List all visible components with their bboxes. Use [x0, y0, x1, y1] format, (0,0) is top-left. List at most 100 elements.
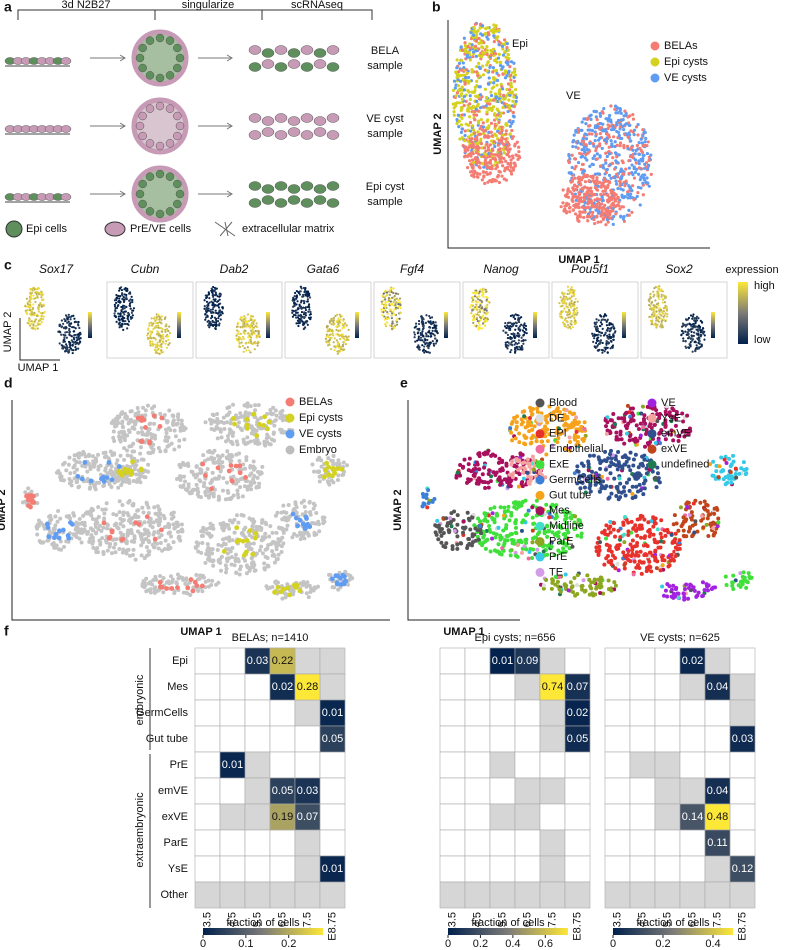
point: [253, 332, 256, 335]
point: [611, 345, 614, 348]
point: [599, 192, 603, 197]
point: [508, 124, 512, 128]
point: [586, 148, 590, 152]
point: [136, 410, 141, 415]
point: [603, 350, 606, 353]
point: [169, 534, 174, 539]
point: [203, 307, 206, 310]
point: [285, 515, 290, 520]
point: [473, 324, 477, 327]
point: [507, 150, 511, 154]
point: [607, 145, 611, 149]
point: [315, 457, 320, 462]
point: [508, 90, 512, 94]
point: [421, 344, 424, 347]
cell: [248, 181, 262, 191]
point: [195, 492, 200, 497]
point: [568, 205, 572, 210]
point: [462, 65, 466, 70]
point: [470, 43, 474, 47]
point: [605, 324, 609, 327]
point: [470, 304, 474, 307]
point: [609, 104, 613, 108]
point: [33, 311, 36, 314]
point: [320, 515, 325, 520]
point: [471, 144, 476, 148]
point: [64, 468, 69, 473]
point: [598, 197, 602, 202]
point: [123, 293, 126, 296]
point: [690, 330, 693, 333]
point: [513, 164, 517, 168]
point: [292, 313, 296, 316]
point: [470, 163, 474, 167]
point: [122, 311, 125, 314]
point: [240, 341, 243, 344]
point: [326, 344, 330, 347]
point: [471, 315, 475, 318]
point: [254, 324, 257, 328]
point: [167, 338, 170, 341]
point: [380, 300, 383, 303]
point: [599, 324, 602, 328]
point: [658, 310, 661, 313]
point: [336, 473, 341, 478]
cell: [165, 71, 175, 80]
point: [485, 63, 489, 67]
point: [506, 144, 510, 148]
point: [501, 53, 506, 57]
axis-label: UMAP 1: [558, 254, 599, 266]
point: [224, 480, 229, 485]
point: [593, 124, 598, 128]
point: [623, 109, 627, 113]
point: [32, 303, 35, 306]
cell: [173, 199, 182, 209]
point: [463, 44, 467, 48]
point: [468, 144, 472, 148]
point: [606, 346, 609, 349]
point: [61, 478, 66, 483]
point: [25, 312, 29, 316]
point: [515, 140, 519, 144]
point: [506, 344, 509, 347]
point: [388, 290, 392, 293]
point: [574, 198, 578, 202]
point: [455, 121, 459, 126]
point: [386, 310, 389, 314]
point: [627, 131, 631, 135]
cell: [274, 181, 288, 191]
point: [187, 490, 192, 495]
point: [152, 343, 155, 346]
point: [240, 316, 244, 319]
point: [655, 310, 658, 313]
point: [592, 205, 597, 209]
point: [183, 479, 188, 484]
point: [684, 345, 687, 348]
point: [383, 318, 386, 321]
point: [473, 131, 477, 135]
point: [304, 308, 308, 312]
point: [599, 339, 603, 342]
point: [507, 321, 510, 324]
cell: [261, 59, 275, 69]
point: [517, 150, 521, 154]
point: [243, 315, 246, 318]
point: [573, 311, 576, 314]
cell: [173, 63, 182, 73]
point: [606, 119, 610, 123]
point: [121, 318, 124, 321]
point: [307, 316, 311, 319]
panel-label: b: [432, 0, 441, 15]
point: [431, 326, 435, 330]
point: [308, 294, 311, 297]
point: [493, 158, 498, 162]
point: [316, 469, 321, 474]
point: [590, 203, 594, 207]
point: [231, 493, 236, 498]
point: [492, 34, 496, 38]
point: [472, 299, 475, 302]
point: [604, 223, 608, 227]
point: [511, 114, 516, 118]
point: [307, 510, 312, 515]
point: [250, 342, 253, 345]
